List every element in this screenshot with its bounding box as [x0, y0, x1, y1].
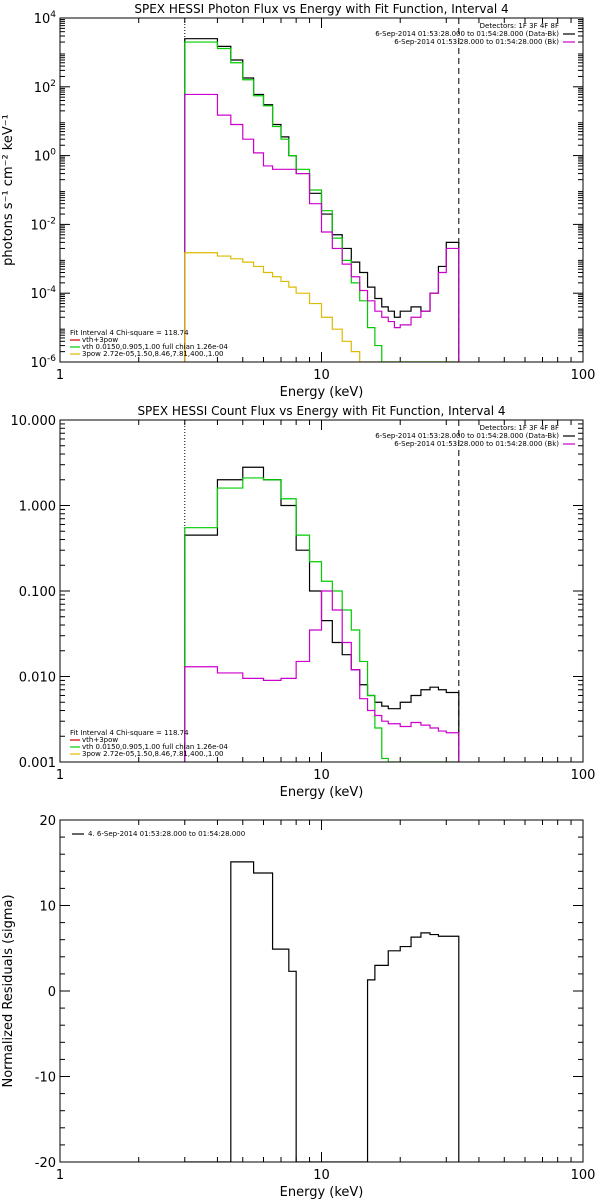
x-axis-label: Energy (keV): [280, 1185, 364, 1200]
y-tick-label: 10-6: [30, 354, 56, 371]
y-tick-label: 0.010: [19, 671, 56, 686]
y-tick-label: 102: [34, 79, 56, 96]
y-axis-label: Normalized Residuals (sigma): [1, 894, 16, 1087]
x-tick-label: 100: [571, 768, 596, 783]
series-3-line: [184, 93, 460, 362]
series-1-line: [184, 861, 460, 1162]
legend-bottom-left-entry: vth 0.0150,0.905,1.00 full chian 1.26e-0…: [82, 743, 228, 751]
x-axis-label: Energy (keV): [280, 385, 364, 400]
x-tick-label: 100: [571, 1168, 596, 1183]
y-tick-label: 10.000: [11, 414, 57, 429]
x-tick-label: 10: [313, 768, 330, 783]
legend-top-left-entry: 4. 6-Sep-2014 01:53:28.000 to 01:54:28.0…: [88, 830, 245, 838]
plot-frame: [59, 17, 584, 363]
x-tick-label: 1: [56, 368, 64, 383]
legend-bottom-left-entry: vth+3pow: [82, 736, 118, 744]
chart-title: SPEX HESSI Count Flux vs Energy with Fit…: [137, 404, 505, 418]
y-tick-label: 0: [48, 985, 56, 1000]
legend-bottom-left-entry: Fit Interval 4 Chi-square = 118.74: [70, 729, 189, 737]
plot-frame: [59, 819, 584, 1163]
legend-top-right-entry: Detectors: 1F 3F 4F 8F: [480, 22, 559, 30]
x-tick-label: 10: [313, 1168, 330, 1183]
x-tick-label: 1: [56, 768, 64, 783]
y-tick-label: 20: [39, 814, 56, 829]
y-tick-label: 0.100: [19, 585, 56, 600]
legend-bottom-left-entry: vth 0.0150,0.905,1.00 full chian 1.26e-0…: [82, 343, 228, 351]
x-tick-label: 1: [56, 1168, 64, 1183]
legend-top-right-entry: 6-Sep-2014 01:53:28.000 to 01:54:28.000 …: [394, 38, 559, 46]
series-3-line: [184, 590, 460, 762]
legend-top-right-entry: 6-Sep-2014 01:53:28.000 to 01:54:28.000 …: [375, 30, 559, 38]
y-tick-label: -10: [35, 1071, 56, 1086]
legend-bottom-left-entry: 3pow 2.72e-05,1.50,8.46,7.81,400.,1.00: [82, 750, 224, 758]
legend-bottom-left-entry: 3pow 2.72e-05,1.50,8.46,7.81,400.,1.00: [82, 350, 224, 358]
series-2-line: [184, 41, 459, 362]
y-axis-label: photons s⁻¹ cm⁻² keV⁻¹: [1, 114, 16, 266]
x-tick-label: 100: [571, 368, 596, 383]
legend-top-right-entry: 6-Sep-2014 01:53:28.000 to 01:54:28.000 …: [394, 440, 559, 448]
y-tick-label: 104: [34, 10, 57, 27]
chart-panel-2: SPEX HESSI Count Flux vs Energy with Fit…: [11, 404, 596, 800]
y-tick-label: 1.000: [19, 500, 56, 515]
legend-bottom-left-entry: vth+3pow: [82, 336, 118, 344]
y-tick-label: 100: [34, 148, 57, 165]
legend-top-right-entry: Detectors: 1F 3F 4F 8F: [480, 424, 559, 432]
series-4-line: [184, 252, 459, 362]
plot-frame: [59, 419, 584, 763]
chart-title: SPEX HESSI Photon Flux vs Energy with Fi…: [134, 2, 508, 16]
y-tick-label: 0.001: [19, 756, 56, 771]
x-axis-label: Energy (keV): [280, 785, 364, 800]
y-tick-label: 10: [39, 900, 56, 915]
y-tick-label: 10-4: [30, 285, 56, 302]
legend-bottom-left-entry: Fit Interval 4 Chi-square = 118.74: [70, 329, 189, 337]
y-tick-label: 10-2: [30, 216, 56, 233]
y-tick-label: -20: [35, 1156, 56, 1171]
chart-panel-1: SPEX HESSI Photon Flux vs Energy with Fi…: [1, 2, 595, 400]
legend-top-right-entry: 6-Sep-2014 01:53:28.000 to 01:54:28.000 …: [375, 432, 559, 440]
x-tick-label: 10: [313, 368, 330, 383]
